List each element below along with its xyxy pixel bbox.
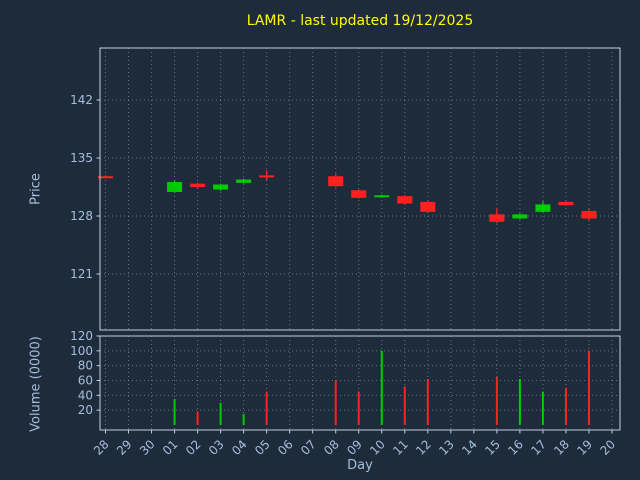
- x-tick-label: 28: [91, 437, 112, 458]
- x-tick-label: 06: [275, 437, 296, 458]
- candle-body-day-15: [489, 214, 505, 222]
- candle-body-day-01: [167, 182, 183, 192]
- chart-title: LAMR - last updated 19/12/2025: [246, 13, 474, 29]
- candle-body-day-09: [351, 190, 367, 198]
- candle-body-day-12: [420, 201, 436, 212]
- x-tick-label: 19: [574, 437, 595, 458]
- price-tick-label: 121: [70, 267, 93, 281]
- volume-axis-label: Volume (0000): [28, 336, 44, 432]
- x-tick-label: 18: [551, 437, 572, 458]
- x-tick-label: 11: [390, 437, 411, 458]
- price-panel-frame: [99, 47, 621, 331]
- volume-tick-label: 60: [78, 374, 93, 388]
- volume-panel-frame: [99, 335, 621, 431]
- x-tick-label: 01: [160, 437, 181, 458]
- x-tick-label: 05: [252, 437, 273, 458]
- candle-body-day-19: [581, 211, 597, 219]
- x-tick-label: 12: [413, 437, 434, 458]
- x-tick-label: 30: [137, 437, 158, 458]
- price-axis-label: Price: [28, 173, 44, 205]
- candle-body-day-05: [259, 175, 275, 178]
- price-tick-label: 135: [70, 151, 93, 165]
- candle-body-day-11: [397, 196, 413, 204]
- x-tick-label: 02: [183, 437, 204, 458]
- volume-tick-label: 20: [78, 403, 93, 417]
- x-tick-label: 29: [114, 437, 135, 458]
- volume-tick-label: 120: [70, 329, 93, 343]
- volume-tick-label: 40: [78, 388, 93, 402]
- candle-body-day-10: [374, 195, 390, 198]
- x-tick-label: 09: [344, 437, 365, 458]
- x-tick-label: 03: [206, 437, 227, 458]
- x-tick-label: 13: [436, 437, 457, 458]
- price-tick-label: 128: [70, 209, 93, 223]
- x-tick-label: 14: [459, 437, 480, 458]
- x-tick-label: 16: [505, 437, 526, 458]
- x-tick-label: 15: [482, 437, 503, 458]
- candle-body-day-02: [190, 183, 206, 187]
- candle-body-day-28: [98, 176, 113, 179]
- day-axis-label: Day: [347, 458, 373, 473]
- x-tick-label: 20: [597, 437, 618, 458]
- x-tick-label: 07: [298, 437, 319, 458]
- candle-body-day-04: [236, 179, 252, 183]
- x-tick-label: 04: [229, 437, 250, 458]
- candle-body-day-18: [558, 201, 574, 206]
- candle-body-day-16: [512, 214, 528, 219]
- x-tick-label: 17: [528, 437, 549, 458]
- candle-body-day-03: [213, 184, 229, 190]
- price-tick-label: 142: [70, 93, 93, 107]
- x-tick-label: 10: [367, 437, 388, 458]
- candle-body-day-17: [535, 204, 551, 212]
- volume-tick-label: 80: [78, 359, 93, 373]
- x-tick-label: 08: [321, 437, 342, 458]
- candle-body-day-08: [328, 176, 344, 187]
- volume-tick-label: 100: [70, 344, 93, 358]
